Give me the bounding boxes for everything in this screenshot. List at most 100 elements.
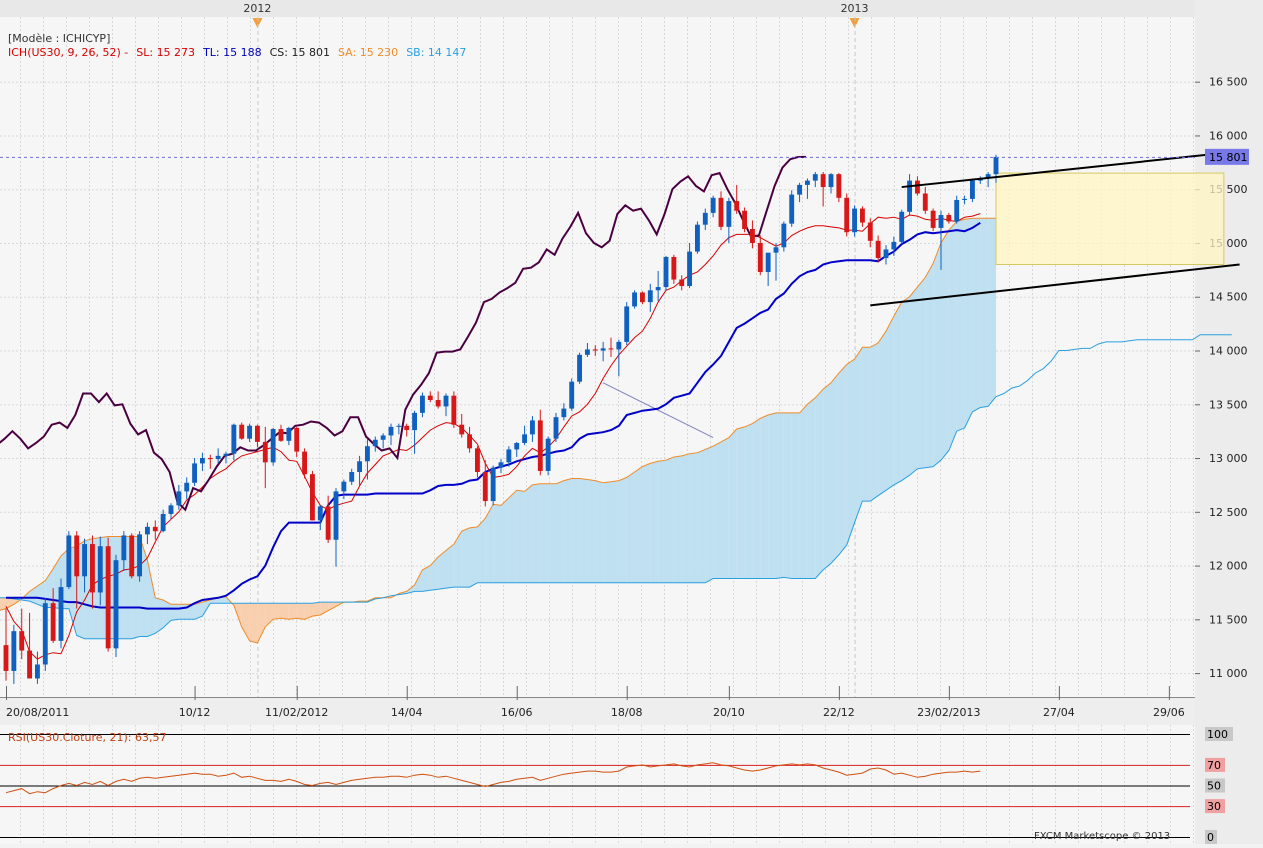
candle-body xyxy=(270,429,276,463)
candle-body xyxy=(105,546,111,649)
candle-body xyxy=(954,199,960,222)
x-tick-label: 16/06 xyxy=(501,706,533,719)
candle-body xyxy=(278,429,284,441)
cloud-segment xyxy=(6,597,14,609)
cloud-segment xyxy=(422,565,431,592)
cloud-segment xyxy=(171,604,179,621)
year-strip xyxy=(0,0,1195,17)
x-tick-label: 20/08/2011 xyxy=(6,706,69,719)
candle-body xyxy=(577,354,583,382)
candle-body xyxy=(459,424,465,435)
candle-body xyxy=(168,505,174,514)
cloud-segment xyxy=(147,560,156,637)
rsi-level-label: 70 xyxy=(1207,759,1221,772)
year-label: 2012 xyxy=(243,2,271,15)
candle-body xyxy=(797,184,803,195)
candle-body xyxy=(89,544,95,593)
rsi-level-tag xyxy=(1205,757,1225,772)
cloud-segment xyxy=(783,412,792,579)
cloud-segment xyxy=(744,423,753,579)
cloud-segment xyxy=(925,263,934,468)
candle-body xyxy=(710,197,716,213)
candle-body xyxy=(529,420,535,435)
x-tick-label: 22/12 xyxy=(823,706,855,719)
cloud-segment xyxy=(917,277,926,469)
cloud-segment xyxy=(768,412,776,579)
cloud-segment xyxy=(414,569,423,592)
cloud-segment xyxy=(461,527,470,588)
x-tick-label: 20/10 xyxy=(713,706,745,719)
cloud-segment xyxy=(791,412,800,579)
candle-body xyxy=(946,215,952,222)
cloud-segment xyxy=(163,599,171,628)
candle-body xyxy=(254,425,260,442)
cloud-segment xyxy=(697,449,706,583)
rsi-level-label: 0 xyxy=(1207,831,1214,844)
cloud-segment xyxy=(626,472,635,583)
cloud-segment xyxy=(430,556,439,591)
legend-entry: ICH(US30, 9, 26, 52) - xyxy=(8,46,128,59)
candle-body xyxy=(302,451,308,475)
rsi-line xyxy=(5,762,981,795)
cloud-segment xyxy=(618,477,627,583)
candle-body xyxy=(498,462,504,468)
candle-body xyxy=(419,395,425,413)
cloud-segment xyxy=(760,415,769,579)
rsi-level-tag xyxy=(1205,778,1225,793)
year-label: 2013 xyxy=(841,2,869,15)
rsi-title: RSI(US30.Cloture, 21): 63,57 xyxy=(8,731,166,744)
cloud-segment xyxy=(312,602,321,617)
rsi-levels: 100 70 50 30 0 xyxy=(0,727,1233,844)
candle-body xyxy=(239,424,245,439)
candle-body xyxy=(537,420,543,471)
cloud-segment xyxy=(194,602,203,620)
cloud-segment xyxy=(446,544,454,589)
rsi-panel xyxy=(0,725,1195,844)
candle-body xyxy=(388,426,394,436)
cloud-segment xyxy=(571,478,580,583)
candle-body xyxy=(993,156,999,175)
x-tick-label: 23/02/2013 xyxy=(917,706,980,719)
candle-body xyxy=(569,381,575,409)
cloud-segment xyxy=(595,480,604,583)
candle-body xyxy=(3,645,9,671)
candle-body xyxy=(702,212,708,225)
cloud-segment xyxy=(689,452,698,583)
candle-body xyxy=(129,535,135,577)
year-marker-icon xyxy=(252,18,263,28)
candle-body xyxy=(364,446,370,462)
legend-entry: SA: 15 230 xyxy=(338,46,398,59)
candle-body xyxy=(632,292,638,307)
candle-body xyxy=(27,650,33,679)
cloud-segment xyxy=(304,603,313,620)
candle-body xyxy=(828,174,834,188)
cloud-segment xyxy=(721,437,729,579)
candle-body xyxy=(294,427,300,452)
candle-body xyxy=(938,215,944,228)
senkou-span-b xyxy=(0,334,1232,640)
candle-body xyxy=(427,395,433,400)
cloud-segment xyxy=(980,218,989,408)
cloud-segment xyxy=(728,429,737,579)
candle-body xyxy=(985,174,991,179)
cloud-segment xyxy=(485,504,494,583)
cloud-segment xyxy=(328,602,336,611)
ichimoku-cloud xyxy=(0,218,996,643)
candle-body xyxy=(176,491,182,506)
candle-body xyxy=(726,201,732,227)
cloud-segment xyxy=(288,603,297,620)
candle-body xyxy=(765,252,771,273)
cloud-segment xyxy=(186,604,195,620)
cloud-segment xyxy=(673,455,682,583)
candle-body xyxy=(907,180,913,212)
candle-body xyxy=(199,458,205,464)
cloud-segment xyxy=(854,347,863,523)
candle-body xyxy=(121,535,127,561)
candle-body xyxy=(474,448,480,473)
candle-body xyxy=(663,256,669,288)
candle-body xyxy=(443,395,449,407)
candle-body xyxy=(34,664,40,679)
candle-body xyxy=(734,201,740,211)
cloud-segment xyxy=(273,603,281,620)
